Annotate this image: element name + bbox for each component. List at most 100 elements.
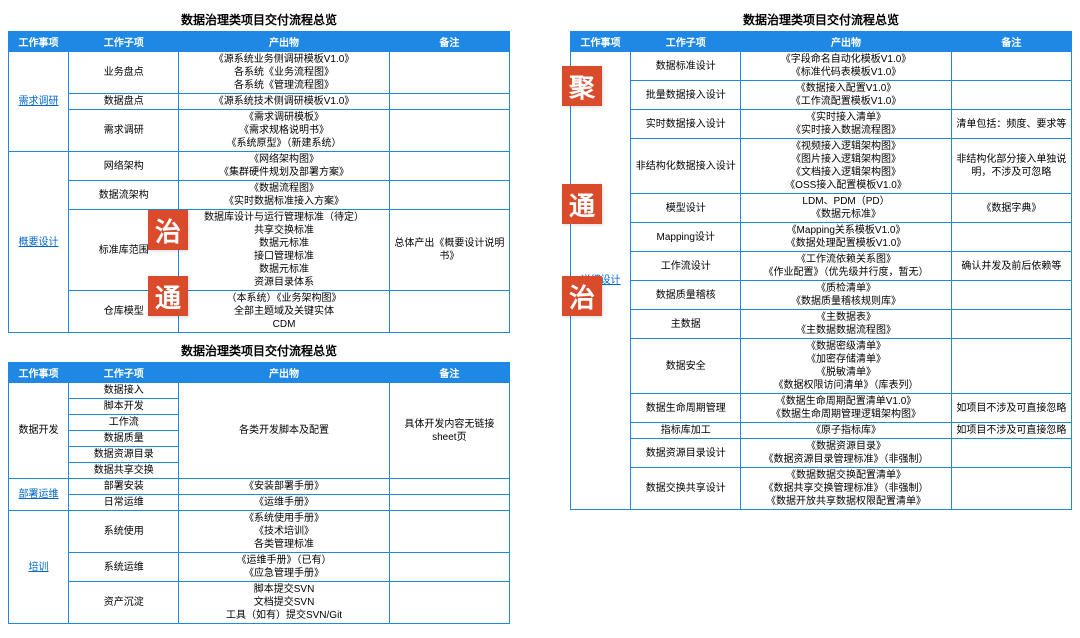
subitem-cell: 系统使用 xyxy=(69,511,179,553)
note-cell: 具体开发内容无链接sheet页 xyxy=(389,383,509,479)
note-cell xyxy=(389,495,509,511)
table-title: 数据治理类项目交付流程总览 xyxy=(8,8,510,31)
subitem-cell: 非结构化数据接入设计 xyxy=(631,139,741,194)
output-cell: 《主数据表》《主数据数据流程图》 xyxy=(741,310,951,339)
subitem-cell: 数据安全 xyxy=(631,339,741,394)
output-cell: 《网络架构图》《集群硬件规划及部署方案》 xyxy=(179,152,389,181)
subitem-cell: 需求调研 xyxy=(69,110,179,152)
column-header: 备注 xyxy=(389,32,509,52)
output-cell: 《Mapping关系模板V1.0》《数据处理配置模板V1.0》 xyxy=(741,223,951,252)
note-cell xyxy=(951,468,1071,510)
column-header: 产出物 xyxy=(179,363,389,383)
note-cell xyxy=(389,110,509,152)
table-row: 标准库范围数据库设计与运行管理标准（待定）共享交换标准数据元标准接口管理标准数据… xyxy=(9,210,510,291)
table-row: 数据安全《数据密级清单》《加密存储清单》《脱敏清单》《数据权限访问清单》（库表列… xyxy=(571,339,1072,394)
table-row: 仓库模型（本系统）《业务架构图》全部主题域及关键实体CDM xyxy=(9,291,510,333)
table-title: 数据治理类项目交付流程总览 xyxy=(570,8,1072,31)
output-cell: 《数据密级清单》《加密存储清单》《脱敏清单》《数据权限访问清单》（库表列） xyxy=(741,339,951,394)
note-cell xyxy=(951,439,1071,468)
column-header: 工作事项 xyxy=(571,32,631,52)
table-row: 实时数据接入设计《实时接入清单》《实时接入数据流程图》清单包括：频度、要求等 xyxy=(571,110,1072,139)
table-row: 主数据《主数据表》《主数据数据流程图》 xyxy=(571,310,1072,339)
note-cell: 非结构化部分接入单独说明，不涉及可忽略 xyxy=(951,139,1071,194)
subitem-cell: 数据共享交换 xyxy=(69,463,179,479)
subitem-cell: 数据资源目录 xyxy=(69,447,179,463)
table-row: 模型设计LDM、PDM（PD）《数据元标准》《数据字典》 xyxy=(571,194,1072,223)
stamp-char: 通 xyxy=(148,276,188,316)
subitem-cell: 资产沉淀 xyxy=(69,582,179,624)
output-cell: 《数据接入配置V1.0》《工作流配置模板V1.0》 xyxy=(741,81,951,110)
note-cell xyxy=(951,310,1071,339)
note-cell xyxy=(389,94,509,110)
table-row: 详细设计数据标准设计《字段命名自动化模板V1.0》《标准代码表模板V1.0》 xyxy=(571,52,1072,81)
note-cell xyxy=(389,582,509,624)
note-cell xyxy=(951,281,1071,310)
output-cell: 《字段命名自动化模板V1.0》《标准代码表模板V1.0》 xyxy=(741,52,951,81)
output-cell: 《数据资源目录》《数据资源目录管理标准》（非强制） xyxy=(741,439,951,468)
note-cell: 如项目不涉及可直接忽略 xyxy=(951,394,1071,423)
table-row: 数据质量稽核《质检清单》《数据质量稽核规则库》 xyxy=(571,281,1072,310)
output-cell: 《数据数据交换配置清单》《数据共享交换管理标准》（非强制）《数据开放共享数据权限… xyxy=(741,468,951,510)
column-header: 工作子项 xyxy=(69,363,179,383)
subitem-cell: 模型设计 xyxy=(631,194,741,223)
output-cell: LDM、PDM（PD）《数据元标准》 xyxy=(741,194,951,223)
subitem-cell: 系统运维 xyxy=(69,553,179,582)
column-header: 备注 xyxy=(951,32,1071,52)
subitem-cell: 主数据 xyxy=(631,310,741,339)
table-row: 日常运维《运维手册》 xyxy=(9,495,510,511)
subitem-cell: 日常运维 xyxy=(69,495,179,511)
output-cell: 《实时接入清单》《实时接入数据流程图》 xyxy=(741,110,951,139)
output-cell: 《系统使用手册》《技术培训》各类管理标准 xyxy=(179,511,389,553)
table-row: 数据生命周期管理《数据生命周期配置清单V1.0》《数据生命周期管理逻辑架构图》如… xyxy=(571,394,1072,423)
table-row: 需求调研《需求调研模板》《需求规格说明书》《系统原型》（新建系统） xyxy=(9,110,510,152)
category-cell: 数据开发 xyxy=(9,383,69,479)
table-row: 数据开发数据接入各类开发脚本及配置具体开发内容无链接sheet页 xyxy=(9,383,510,399)
subitem-cell: 数据标准设计 xyxy=(631,52,741,81)
table-title: 数据治理类项目交付流程总览 xyxy=(8,339,510,362)
stamp-char: 通 xyxy=(562,184,602,224)
subitem-cell: 数据流架构 xyxy=(69,181,179,210)
category-cell[interactable]: 部署运维 xyxy=(9,479,69,511)
note-cell xyxy=(389,291,509,333)
subitem-cell: 数据资源目录设计 xyxy=(631,439,741,468)
output-cell: 《运维手册》 xyxy=(179,495,389,511)
stamp-char: 聚 xyxy=(562,66,602,106)
table-row: 非结构化数据接入设计《视频接入逻辑架构图》《图片接入逻辑架构图》《文档接入逻辑架… xyxy=(571,139,1072,194)
category-cell[interactable]: 概要设计 xyxy=(9,152,69,333)
subitem-cell: 数据质量 xyxy=(69,431,179,447)
note-cell xyxy=(389,181,509,210)
note-cell: 如项目不涉及可直接忽略 xyxy=(951,423,1071,439)
note-cell xyxy=(951,52,1071,81)
category-cell[interactable]: 需求调研 xyxy=(9,52,69,152)
column-header: 备注 xyxy=(389,363,509,383)
output-cell: 各类开发脚本及配置 xyxy=(179,383,389,479)
column-header: 产出物 xyxy=(179,32,389,52)
table-row: 概要设计网络架构《网络架构图》《集群硬件规划及部署方案》 xyxy=(9,152,510,181)
subitem-cell: 工作流 xyxy=(69,415,179,431)
table-row: 部署运维部署安装《安装部署手册》 xyxy=(9,479,510,495)
column-header: 工作子项 xyxy=(631,32,741,52)
subitem-cell: 业务盘点 xyxy=(69,52,179,94)
subitem-cell: 脚本开发 xyxy=(69,399,179,415)
column-header: 工作子项 xyxy=(69,32,179,52)
table-row: 数据交换共享设计《数据数据交换配置清单》《数据共享交换管理标准》（非强制）《数据… xyxy=(571,468,1072,510)
subitem-cell: 批量数据接入设计 xyxy=(631,81,741,110)
note-cell xyxy=(389,52,509,94)
subitem-cell: 网络架构 xyxy=(69,152,179,181)
note-cell xyxy=(389,152,509,181)
subitem-cell: 实时数据接入设计 xyxy=(631,110,741,139)
table-row: 批量数据接入设计《数据接入配置V1.0》《工作流配置模板V1.0》 xyxy=(571,81,1072,110)
table-row: Mapping设计《Mapping关系模板V1.0》《数据处理配置模板V1.0》 xyxy=(571,223,1072,252)
output-cell: 《源系统业务侧调研模板V1.0》各系统《业务流程图》各系统《管理流程图》 xyxy=(179,52,389,94)
output-cell: 《工作流依赖关系图》《作业配置》（优先级并行度，暂无） xyxy=(741,252,951,281)
subitem-cell: 工作流设计 xyxy=(631,252,741,281)
column-header: 产出物 xyxy=(741,32,951,52)
category-cell[interactable]: 培训 xyxy=(9,511,69,624)
table-row: 需求调研业务盘点《源系统业务侧调研模板V1.0》各系统《业务流程图》各系统《管理… xyxy=(9,52,510,94)
output-cell: 《质检清单》《数据质量稽核规则库》 xyxy=(741,281,951,310)
output-cell: 《运维手册》（已有）《应急管理手册》 xyxy=(179,553,389,582)
table-row: 数据资源目录设计《数据资源目录》《数据资源目录管理标准》（非强制） xyxy=(571,439,1072,468)
subitem-cell: 数据质量稽核 xyxy=(631,281,741,310)
subitem-cell: 部署安装 xyxy=(69,479,179,495)
subitem-cell: 数据交换共享设计 xyxy=(631,468,741,510)
